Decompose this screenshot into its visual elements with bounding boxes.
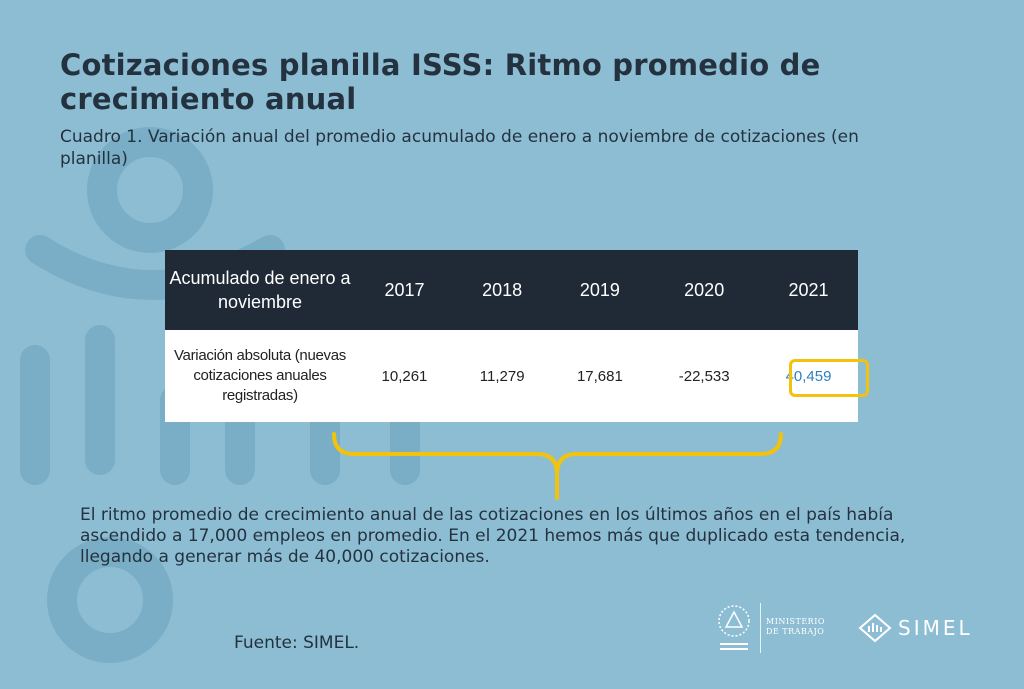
row-label: Variación absoluta (nuevas cotizaciones … <box>173 347 347 404</box>
page-title: Cotizaciones planilla ISSS: Ritmo promed… <box>60 48 821 116</box>
year-2021-header: 2021 <box>788 279 829 300</box>
highlight-box <box>789 359 869 397</box>
year-2019-header: 2019 <box>579 279 620 300</box>
value-2020: -22,533 <box>678 367 730 385</box>
ministry-name: MINISTERIO DE TRABAJO <box>766 617 825 637</box>
year-2020-header: 2020 <box>684 279 725 300</box>
simel-wordmark: SIMEL <box>898 616 973 640</box>
source-note: Fuente: SIMEL. <box>234 633 360 653</box>
table-row: Variación absoluta (nuevas cotizaciones … <box>165 330 858 422</box>
logo-divider <box>760 603 761 653</box>
value-2017: 10,261 <box>381 367 428 385</box>
year-2017-header: 2017 <box>384 279 425 300</box>
simel-icon <box>858 613 892 643</box>
year-2018-header: 2018 <box>482 279 523 300</box>
value-2018: 11,279 <box>479 367 525 385</box>
table-caption: Cuadro 1. Variación anual del promedio a… <box>60 127 859 169</box>
simel-logo: SIMEL <box>858 611 993 645</box>
government-seal-icon <box>718 605 750 650</box>
value-2019: 17,681 <box>576 367 623 385</box>
bracket-connector <box>332 432 783 500</box>
summary-paragraph: El ritmo promedio de crecimiento anual d… <box>80 505 906 567</box>
ministry-logo: MINISTERIO DE TRABAJO <box>712 601 830 657</box>
ministry-line-2: DE TRABAJO <box>766 627 825 636</box>
table-header-row: Acumulado de enero a noviembre 2017 2018… <box>165 250 858 330</box>
data-table: Acumulado de enero a noviembre 2017 2018… <box>165 250 858 422</box>
ministry-line-1: MINISTERIO <box>766 617 825 626</box>
table-header-label: Acumulado de enero a noviembre <box>169 268 351 312</box>
value-2021: 40,459 <box>785 367 832 385</box>
